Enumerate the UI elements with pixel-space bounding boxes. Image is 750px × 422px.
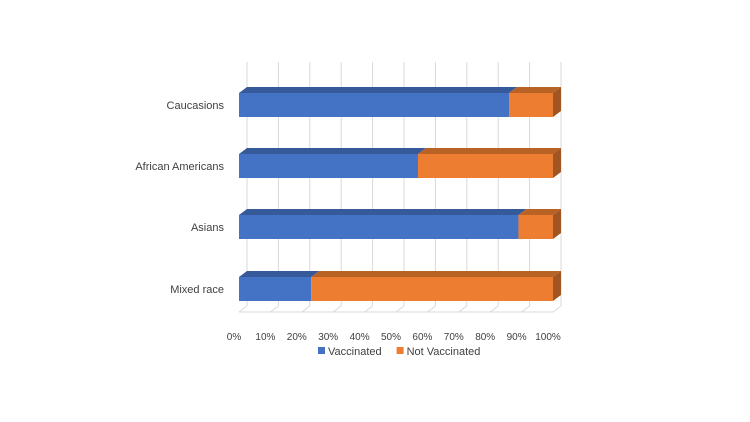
x-tick-label: 90% <box>507 332 527 343</box>
category-labels: Caucasions African Americans Asians Mixed r… <box>135 100 224 296</box>
legend-item: Not Vaccinated <box>396 346 481 358</box>
legend-label: Not Vaccinated <box>407 346 481 358</box>
floor-gridline <box>395 305 405 313</box>
x-axis-tick-labels: 0% 10% 20% 30% 40% 50% 60% 70% 80% 90% 100% <box>227 332 561 343</box>
x-tick-label: 20% <box>287 332 307 343</box>
floor-gridline <box>552 305 562 313</box>
category-label: Mixed race <box>170 284 224 296</box>
bar-not-vaccinated-asians <box>518 209 561 239</box>
bar-vaccinated-african-americans <box>239 148 426 178</box>
floor-gridline <box>489 305 499 313</box>
legend: Vaccinated Not Vaccinated <box>318 346 480 358</box>
category-label: Asians <box>191 222 225 234</box>
x-tick-label: 50% <box>381 332 401 343</box>
bar-not-vaccinated-african-americans <box>417 148 561 178</box>
legend-item: Vaccinated <box>318 346 382 358</box>
floor-gridline <box>458 305 468 313</box>
bar-not-vaccinated-mixed-race <box>311 271 561 301</box>
legend-label: Vaccinated <box>328 346 382 358</box>
x-tick-label: 70% <box>444 332 464 343</box>
bar-vaccinated-caucasions <box>239 87 518 117</box>
legend-swatch <box>396 347 404 354</box>
chart-floor <box>238 305 562 313</box>
floor-gridline <box>332 305 342 313</box>
legend-swatch <box>318 347 325 354</box>
bar-vaccinated-asians <box>239 209 527 239</box>
x-tick-label: 40% <box>350 332 370 343</box>
floor-gridline <box>427 305 436 313</box>
floor-gridline <box>270 305 279 313</box>
floor-gridline <box>364 305 373 313</box>
x-tick-label: 30% <box>318 332 338 343</box>
x-tick-label: 100% <box>535 332 561 343</box>
floor-gridline <box>301 305 311 313</box>
x-tick-label: 60% <box>412 332 432 343</box>
x-tick-label: 10% <box>255 332 275 343</box>
floor-gridline <box>238 305 248 313</box>
category-label: African Americans <box>135 161 224 173</box>
floor-gridline <box>521 305 530 313</box>
category-label: Caucasions <box>167 100 225 112</box>
bar-not-vaccinated-caucasions <box>509 87 561 117</box>
bars <box>239 87 561 301</box>
x-tick-label: 80% <box>475 332 495 343</box>
bar-vaccinated-mixed-race <box>239 271 320 301</box>
x-tick-label: 0% <box>227 332 242 343</box>
